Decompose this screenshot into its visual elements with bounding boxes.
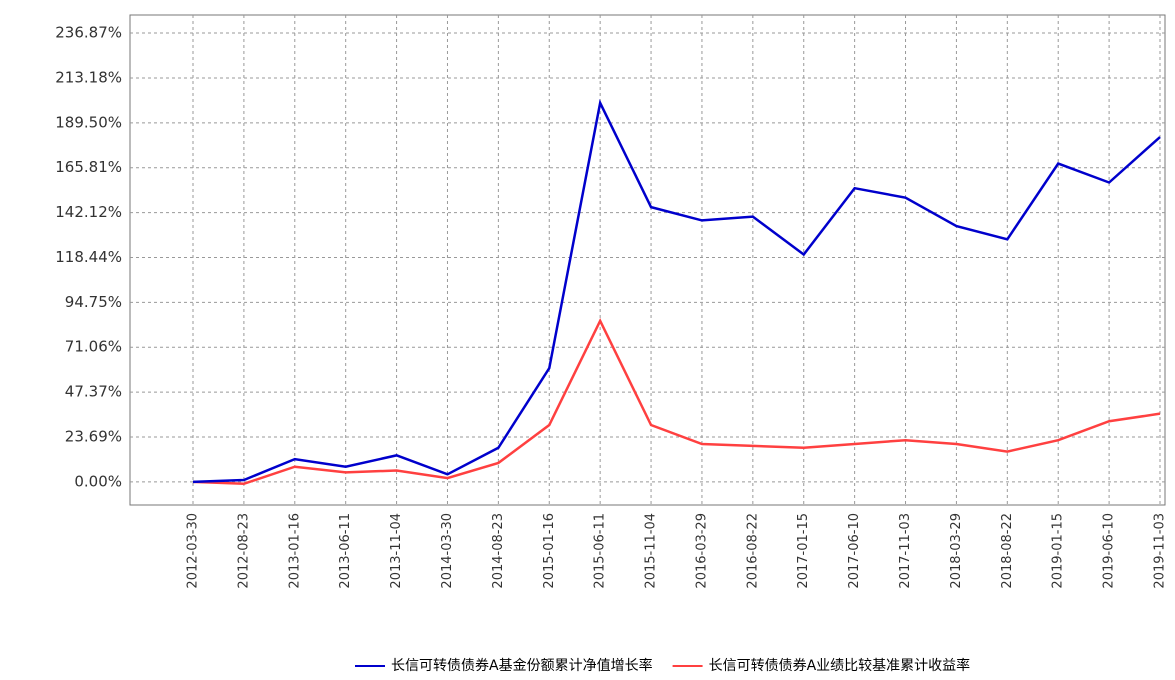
y-tick-label: 71.06%: [65, 338, 122, 356]
x-tick-label: 2015-06-11: [593, 513, 608, 589]
x-tick-label: 2019-01-15: [1051, 513, 1066, 589]
x-tick-label: 2018-08-22: [1000, 513, 1015, 589]
plot-area: [130, 15, 1165, 505]
y-tick-label: 47.37%: [65, 383, 122, 401]
chart: 0.00% 23.69% 47.37% 71.06% 94.75% 118.44% 142.…: [0, 0, 1175, 680]
x-tick-label: 2019-11-03: [1153, 513, 1168, 589]
x-tick-label: 2016-03-29: [694, 513, 709, 589]
y-tick-label: 118.44%: [55, 248, 122, 266]
y-tick-label: 94.75%: [65, 293, 122, 311]
x-tick-label: 2017-01-15: [796, 513, 811, 589]
x-tick-label: 2015-01-16: [542, 513, 557, 589]
legend-label: 长信可转债债券A基金份额累计净值增长率: [391, 657, 653, 674]
y-tick-label: 213.18%: [55, 68, 122, 86]
x-tick-label: 2018-03-29: [949, 513, 964, 589]
y-tick-label: 189.50%: [55, 113, 122, 131]
x-tick-label: 2019-06-10: [1102, 513, 1117, 589]
x-tick-label: 2013-11-04: [389, 513, 404, 589]
legend-label: 长信可转债债券A业绩比较基准累计收益率: [709, 657, 971, 674]
y-tick-label: 165.81%: [55, 158, 122, 176]
y-tick-label: 236.87%: [55, 24, 122, 42]
y-tick-label: 23.69%: [65, 427, 122, 445]
x-tick-label: 2014-03-30: [440, 513, 455, 589]
x-tick-label: 2015-11-04: [644, 513, 659, 589]
x-tick-label: 2013-01-16: [287, 513, 302, 589]
x-tick-label: 2017-06-10: [847, 513, 862, 589]
x-tick-label: 2013-06-11: [338, 513, 353, 589]
x-tick-label: 2017-11-03: [898, 513, 913, 589]
y-tick-label: 0.00%: [74, 472, 122, 490]
y-tick-label: 142.12%: [55, 203, 122, 221]
x-tick-label: 2012-03-30: [186, 513, 201, 589]
x-tick-label: 2016-08-22: [745, 513, 760, 589]
x-tick-label: 2012-08-23: [236, 513, 251, 589]
x-tick-label: 2014-08-23: [491, 513, 506, 589]
